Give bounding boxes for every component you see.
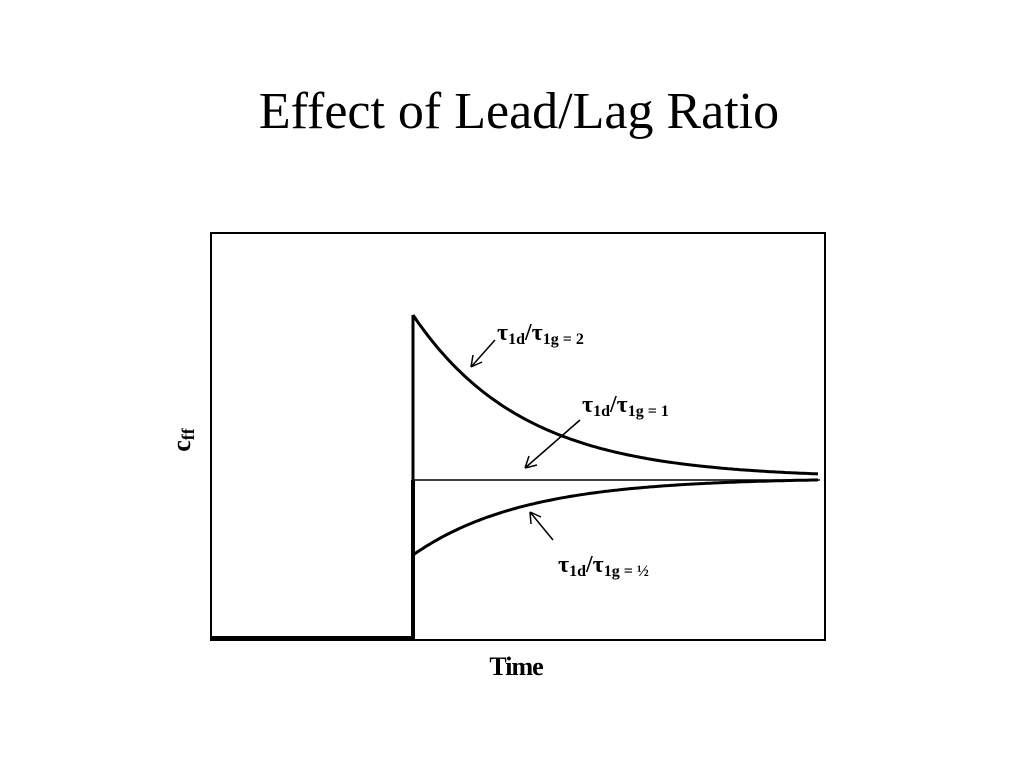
- plot-frame: [210, 232, 826, 641]
- annotation-sub: 1g = 2: [543, 331, 584, 348]
- annotation-part: τ: [497, 320, 508, 346]
- annotation-sub: 1g = ½: [604, 563, 649, 580]
- annotation-sub: 1g = 1: [628, 403, 669, 420]
- slide-title: Effect of Lead/Lag Ratio: [259, 83, 779, 140]
- annotation-part: /τ: [585, 552, 604, 578]
- arrows: [470, 339, 581, 541]
- annotation-sub: 1d: [508, 331, 525, 348]
- annotation-part: τ: [582, 392, 593, 418]
- annotation-part: /τ: [524, 320, 543, 346]
- arrow: [524, 419, 581, 469]
- annotation-sub: 1d: [569, 563, 586, 580]
- annotation-sub: 1d: [593, 403, 610, 420]
- y-axis-label: cff: [167, 427, 198, 452]
- step-input: [211, 480, 415, 640]
- curve-ratio-half: [412, 478, 819, 557]
- annotation-part: τ: [558, 552, 569, 578]
- annotation: τ1d/τ1g = ½: [558, 552, 649, 580]
- arrow: [529, 511, 554, 541]
- curve-ratio-2: [411, 314, 819, 476]
- annotation-part: /τ: [609, 392, 628, 418]
- y-label-sub: ff: [178, 427, 198, 440]
- annotation: τ1d/τ1g = 2: [497, 320, 584, 348]
- annotation: τ1d/τ1g = 1: [582, 392, 669, 420]
- x-axis-label: Time: [489, 652, 543, 681]
- y-label-base: c: [167, 440, 196, 452]
- arrow: [470, 339, 496, 368]
